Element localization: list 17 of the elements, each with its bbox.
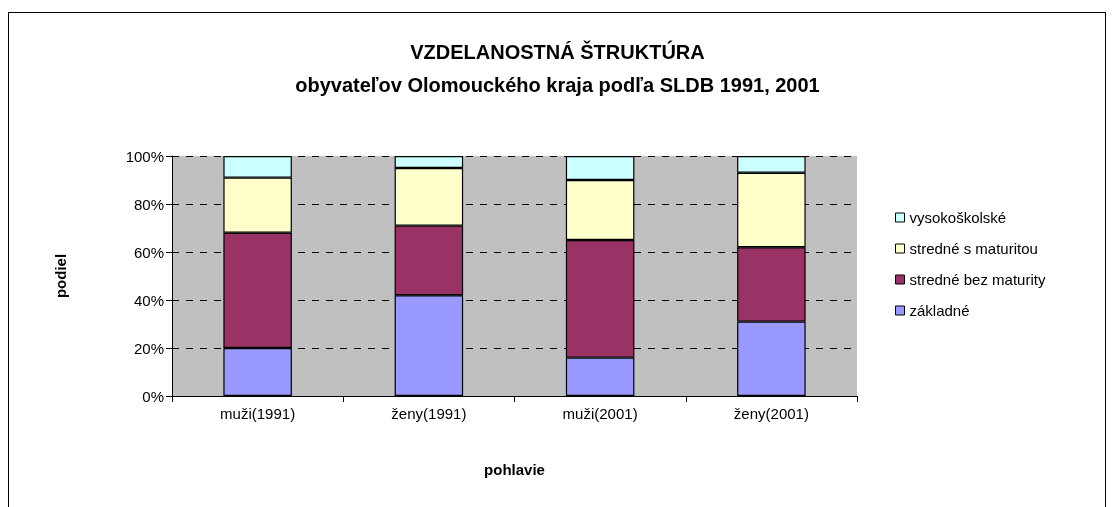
legend-label: vysokoškolské	[909, 209, 1007, 226]
x-tick-label: ženy(1991)	[391, 405, 467, 422]
x-tick-label: muži(1991)	[220, 405, 296, 422]
legend-label: základné	[909, 302, 970, 319]
y-axis-title: podiel	[52, 253, 69, 299]
y-tick-label: 60%	[133, 243, 164, 261]
y-tick-label: 100%	[125, 147, 164, 165]
x-tick-label: muži(2001)	[562, 405, 638, 422]
legend-label: stredné bez maturity	[909, 271, 1046, 288]
y-tick-label: 80%	[133, 195, 164, 213]
chart-title: VZDELANOSTNÁ ŠTRUKTÚRA obyvateľov Olomouckého kraja podľa SLDB 1991, 2001	[295, 39, 820, 96]
x-axis-title: pohlavie	[484, 461, 545, 478]
x-tick-label: ženy(2001)	[733, 405, 809, 422]
legend-label: stredné s maturitou	[909, 240, 1038, 257]
y-tick-label: 20%	[133, 339, 164, 357]
y-tick-label: 40%	[133, 291, 164, 309]
y-tick-label: 0%	[142, 387, 164, 405]
